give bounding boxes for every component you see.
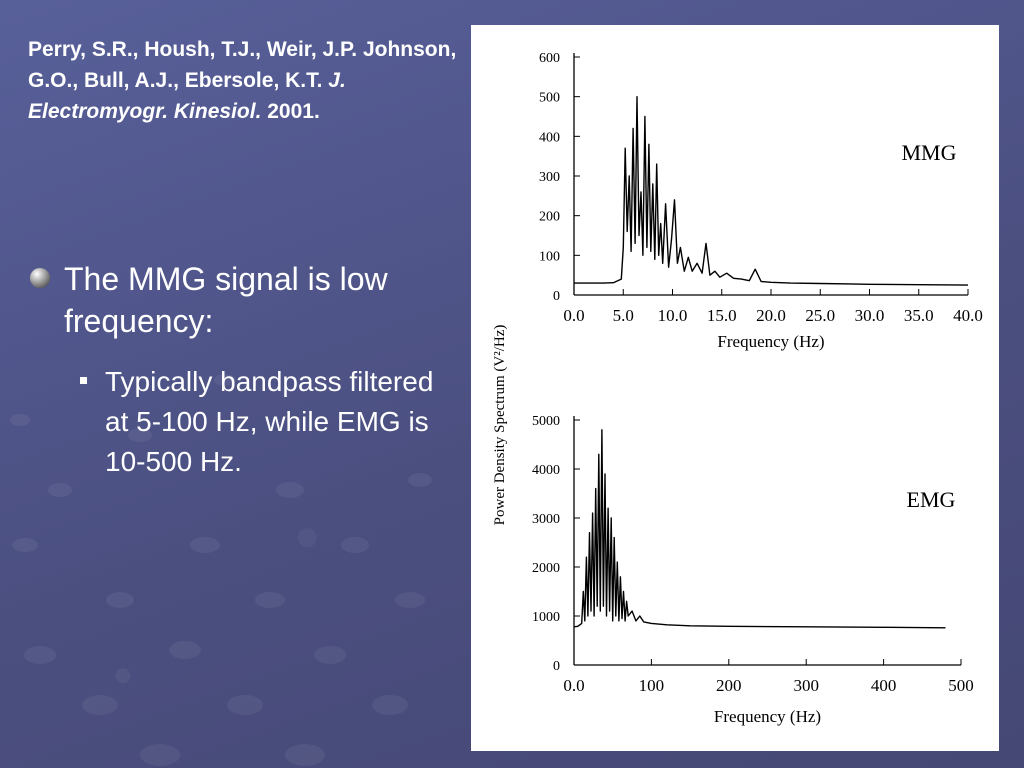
citation-journal: J. Electromyogr. Kinesiol. [28, 69, 346, 123]
emg-y-tick-label: 5000 [532, 414, 560, 429]
mmg-x-tick-label: 20.0 [756, 306, 786, 325]
mmg-x-tick-label: 30.0 [855, 306, 885, 325]
mmg-y-tick-label: 0 [553, 289, 560, 304]
bullet-list: The MMG signal is low frequency: Typical… [30, 258, 450, 482]
bullet-item-main: The MMG signal is low frequency: [30, 258, 450, 342]
emg-y-tick-label: 4000 [532, 463, 560, 478]
mmg-chart: 0.0 5.0 10.0 15.0 20.0 25.0 30.0 35.0 40.0 0 100 20… [539, 51, 983, 351]
figure-ylabel: Power Density Spectrum (V²/Hz) [492, 325, 508, 526]
emg-x-tick-label: 500 [948, 676, 974, 695]
mmg-y-tick-label: 500 [539, 91, 560, 106]
mmg-y-tick-label: 300 [539, 170, 560, 185]
citation-authors: Perry, S.R., Housh, T.J., Weir, J.P. Joh… [28, 38, 457, 92]
mmg-y-tick-label: 100 [539, 249, 560, 264]
mmg-x-tick-label: 40.0 [953, 306, 983, 325]
mmg-chart-title: MMG [901, 140, 956, 165]
bullet-item-sub: Typically bandpass filtered at 5-100 Hz,… [80, 362, 450, 482]
mmg-y-tick-label: 200 [539, 210, 560, 225]
emg-x-tick-label: 100 [639, 676, 665, 695]
mmg-x-tick-label: 35.0 [904, 306, 934, 325]
emg-y-tick-label: 0 [553, 659, 560, 674]
mmg-x-tick-label: 25.0 [805, 306, 835, 325]
mmg-y-tick-label: 600 [539, 51, 560, 66]
citation-year: 2001. [267, 100, 320, 123]
emg-chart: 0.0 100 200 300 400 500010002000300040005000E… [532, 414, 974, 726]
sphere-bullet-icon [30, 268, 50, 288]
emg-x-tick-label: 200 [716, 676, 742, 695]
emg-y-tick-label: 3000 [532, 512, 560, 527]
emg-series-line [573, 429, 946, 629]
bullet-main-text: The MMG signal is low frequency: [64, 261, 388, 339]
emg-x-axis-label: Frequency (Hz) [714, 707, 821, 726]
emg-x-tick-label: 0.0 [563, 676, 584, 695]
citation: Perry, S.R., Housh, T.J., Weir, J.P. Joh… [28, 34, 478, 127]
spectrum-figure-svg: Power Density Spectrum (V²/Hz) 0.0 5.0 10.… [492, 51, 983, 726]
emg-y-tick-label: 2000 [532, 561, 560, 576]
square-bullet-icon [80, 377, 87, 384]
emg-x-tick-label: 300 [793, 676, 819, 695]
spectrum-figure: Power Density Spectrum (V²/Hz) 0.0 5.0 10.… [471, 25, 999, 751]
mmg-y-tick-label: 400 [539, 130, 560, 145]
mmg-x-tick-label: 0.0 [563, 306, 584, 325]
mmg-series-line [574, 96, 969, 286]
mmg-x-tick-label: 5.0 [613, 306, 634, 325]
emg-y-tick-label: 1000 [532, 610, 560, 625]
bullet-sub-text: Typically bandpass filtered at 5-100 Hz,… [105, 366, 434, 477]
emg-chart-title: EMG [907, 487, 956, 512]
mmg-x-tick-label: 10.0 [658, 306, 688, 325]
mmg-x-axis-label: Frequency (Hz) [717, 332, 824, 351]
mmg-x-tick-label: 15.0 [707, 306, 737, 325]
emg-x-tick-label: 400 [871, 676, 897, 695]
